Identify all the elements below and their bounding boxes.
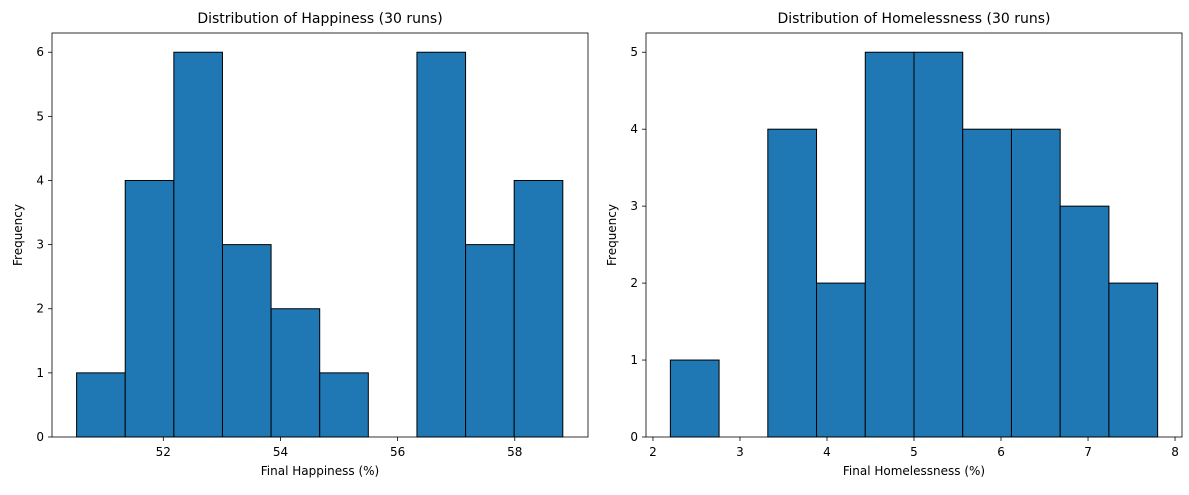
- chart-2-bar: [864, 51, 915, 438]
- chart-1-y-tick-label: 6: [36, 45, 44, 59]
- chart-1-x-tick-label: 58: [507, 445, 522, 459]
- chart-2-bar: [962, 128, 1012, 438]
- chart-1-x-tick-label: 56: [390, 445, 405, 459]
- chart-1-x-axis-label: Final Happiness (%): [261, 464, 380, 478]
- chart-1-x-tick-label: 54: [273, 445, 288, 459]
- chart-2-bar: [767, 128, 818, 438]
- chart-1-bar: [76, 372, 126, 438]
- chart-2-y-tick-label: 2: [630, 276, 638, 290]
- chart-1-bar: [221, 244, 272, 438]
- chart-2-x-axis-label: Final Homelessness (%): [843, 464, 985, 478]
- chart-2-bar: [913, 51, 964, 438]
- chart-2-y-axis-label: Frequency: [605, 204, 619, 266]
- chart-2-y-tick-label: 4: [630, 122, 638, 136]
- chart-2-x-tick-label: 7: [1084, 445, 1092, 459]
- chart-1-plot-frame: [51, 32, 589, 438]
- chart-1-title: Distribution of Happiness (30 runs): [197, 11, 442, 27]
- chart-2-x-tick-label: 3: [736, 445, 744, 459]
- chart-1-y-tick-label: 1: [36, 366, 44, 380]
- chart-1-bar: [173, 51, 223, 438]
- chart-2-bar: [669, 359, 720, 438]
- chart-2-y-tick-label: 0: [630, 430, 638, 444]
- chart-2-x-tick-label: 4: [823, 445, 831, 459]
- chart-1-bar: [513, 179, 564, 438]
- chart-1-bar: [416, 51, 467, 438]
- chart-2-x-tick-label: 6: [997, 445, 1005, 459]
- chart-2-bar: [1010, 128, 1061, 438]
- chart-1-y-tick-label: 2: [36, 302, 44, 316]
- chart-1-x-tick-label: 52: [156, 445, 171, 459]
- chart-2-title: Distribution of Homelessness (30 runs): [777, 11, 1050, 27]
- chart-1-bar: [270, 308, 321, 438]
- chart-1-bar: [124, 179, 175, 438]
- chart-2-x-tick-label: 2: [649, 445, 657, 459]
- chart-2-bar: [1108, 282, 1159, 438]
- chart-1-bar: [319, 372, 369, 438]
- chart-1-bar: [465, 244, 515, 438]
- chart-2-y-tick-label: 1: [630, 353, 638, 367]
- chart-2-y-tick-label: 3: [630, 199, 638, 213]
- chart-2-y-tick-label: 5: [630, 45, 638, 59]
- chart-1-y-tick-label: 0: [36, 430, 44, 444]
- chart-1-y-tick-label: 3: [36, 238, 44, 252]
- chart-2-x-tick-label: 8: [1171, 445, 1179, 459]
- chart-1-y-axis-label: Frequency: [11, 204, 25, 266]
- chart-2-bar: [816, 282, 866, 438]
- chart-1-y-tick-label: 4: [36, 173, 44, 187]
- chart-2-x-tick-label: 5: [910, 445, 918, 459]
- chart-2-bar: [1059, 205, 1110, 438]
- chart-1-y-tick-label: 5: [36, 109, 44, 123]
